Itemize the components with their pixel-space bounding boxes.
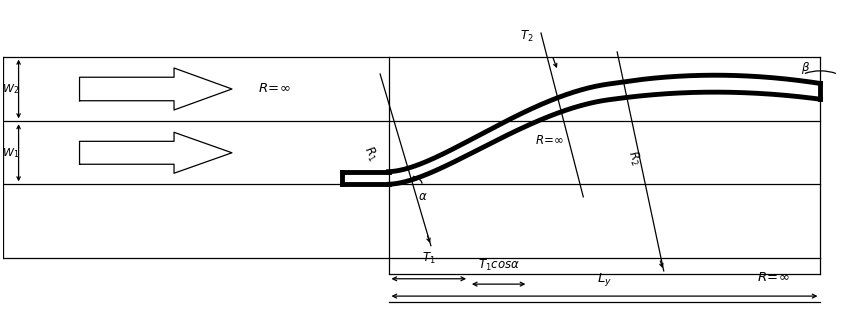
Text: $T_1cos\alpha$: $T_1cos\alpha$ [478, 258, 519, 273]
Text: $T_1$: $T_1$ [422, 251, 435, 266]
Text: $W_1$: $W_1$ [2, 146, 19, 160]
Text: $R_2$: $R_2$ [625, 149, 643, 168]
Text: $R\!=\!\infty$: $R\!=\!\infty$ [258, 83, 291, 95]
Text: $R\!=\!\infty$: $R\!=\!\infty$ [757, 271, 790, 284]
Text: $\alpha$: $\alpha$ [417, 190, 428, 203]
Text: $R_1$: $R_1$ [360, 143, 380, 164]
Text: $W_2$: $W_2$ [2, 82, 19, 96]
Text: $T_2$: $T_2$ [519, 29, 534, 44]
Text: $L_y$: $L_y$ [597, 271, 612, 288]
Text: $R\!=\!\infty$: $R\!=\!\infty$ [535, 134, 564, 147]
Text: $\beta$: $\beta$ [801, 60, 810, 76]
